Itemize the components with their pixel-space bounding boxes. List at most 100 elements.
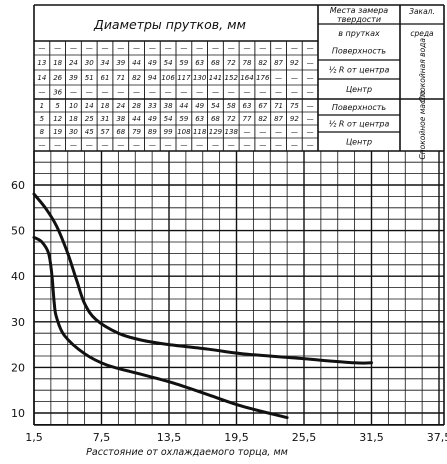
diameter-value: 108 bbox=[177, 128, 191, 136]
diameter-value: 75 bbox=[290, 102, 299, 110]
diameter-value: 33 bbox=[148, 102, 157, 110]
diameter-value: 39 bbox=[116, 59, 125, 67]
diameter-value: 164 bbox=[240, 74, 253, 82]
diameter-value: 92 bbox=[290, 115, 299, 123]
diameter-value: 45 bbox=[85, 128, 94, 136]
diameter-value: 82 bbox=[258, 59, 267, 67]
diameter-value: — bbox=[212, 89, 219, 97]
diameter-value: — bbox=[275, 141, 282, 149]
y-tick-label: 40 bbox=[11, 270, 25, 283]
diameter-value: — bbox=[275, 89, 282, 97]
x-tick-label: 13,5 bbox=[157, 431, 182, 444]
diameter-value: — bbox=[244, 141, 251, 149]
diameter-value: 30 bbox=[85, 59, 94, 67]
oil-row-label: ½ R от центра bbox=[329, 120, 390, 129]
diameter-value: 38 bbox=[164, 102, 173, 110]
diameter-value: 68 bbox=[116, 128, 125, 136]
diameter-value: — bbox=[102, 45, 109, 53]
diameter-value: 49 bbox=[195, 102, 204, 110]
diameter-value: 118 bbox=[193, 128, 207, 136]
plot-grid bbox=[33, 151, 444, 426]
diameter-value: — bbox=[165, 45, 172, 53]
diameter-value: 94 bbox=[148, 74, 157, 82]
header-diameter-values: —1314——182636—2439——3051——3461——3971——44… bbox=[37, 45, 313, 150]
diameter-value: — bbox=[54, 45, 61, 53]
diameter-value: 1 bbox=[40, 102, 44, 110]
medium-water-label: Спокойная вода bbox=[418, 38, 427, 102]
diameter-value: 54 bbox=[164, 115, 173, 123]
medium-oil-label: Спокойное масло bbox=[418, 90, 427, 159]
y-tick-label: 30 bbox=[11, 316, 25, 329]
diameter-value: 72 bbox=[227, 115, 236, 123]
diameter-value: — bbox=[259, 45, 266, 53]
diameter-value: 5 bbox=[40, 115, 45, 123]
diameter-value: — bbox=[117, 45, 124, 53]
diameter-value: — bbox=[212, 45, 219, 53]
diameter-value: — bbox=[307, 74, 314, 82]
diameter-value: — bbox=[149, 89, 156, 97]
diameter-value: — bbox=[38, 141, 45, 149]
diameter-value: — bbox=[291, 74, 298, 82]
diameter-value: 89 bbox=[148, 128, 157, 136]
diameter-value: 71 bbox=[116, 74, 125, 82]
diameter-value: 92 bbox=[290, 59, 299, 67]
diameter-value: 99 bbox=[164, 128, 173, 136]
diameter-value: 63 bbox=[195, 59, 204, 67]
diameter-value: — bbox=[165, 89, 172, 97]
diameter-value: 68 bbox=[211, 115, 220, 123]
diameter-value: — bbox=[102, 141, 109, 149]
diameter-value: 82 bbox=[132, 74, 141, 82]
diameter-value: 58 bbox=[227, 102, 236, 110]
diameter-value: — bbox=[180, 45, 187, 53]
diameter-value: — bbox=[86, 141, 93, 149]
diameter-value: — bbox=[291, 128, 298, 136]
diameter-value: 152 bbox=[225, 74, 239, 82]
diameter-value: 10 bbox=[69, 102, 78, 110]
diameter-value: — bbox=[165, 141, 172, 149]
diameter-value: — bbox=[70, 89, 77, 97]
diameter-value: 18 bbox=[69, 115, 78, 123]
diameter-value: 19 bbox=[53, 128, 62, 136]
diameter-value: 26 bbox=[53, 74, 62, 82]
diameter-value: 18 bbox=[101, 102, 110, 110]
x-tick-label: 31,5 bbox=[359, 431, 384, 444]
diameter-value: 138 bbox=[225, 128, 239, 136]
diameter-value: — bbox=[133, 89, 140, 97]
diameter-value: 77 bbox=[243, 115, 252, 123]
diameter-value: 82 bbox=[258, 115, 267, 123]
diameter-value: 5 bbox=[55, 102, 60, 110]
diameter-value: — bbox=[196, 141, 203, 149]
diameter-value: — bbox=[228, 45, 235, 53]
diameter-value: — bbox=[307, 115, 314, 123]
diameter-value: — bbox=[117, 141, 124, 149]
diameter-value: 28 bbox=[132, 102, 141, 110]
diameter-value: — bbox=[228, 89, 235, 97]
diameter-value: 141 bbox=[209, 74, 222, 82]
diameter-value: 61 bbox=[101, 74, 110, 82]
diameter-value: — bbox=[228, 141, 235, 149]
diameter-value: — bbox=[38, 45, 45, 53]
diameter-value: 63 bbox=[243, 102, 252, 110]
water-row-label: Центр bbox=[346, 85, 372, 94]
diameter-value: — bbox=[275, 74, 282, 82]
diameter-value: — bbox=[291, 45, 298, 53]
diameter-value: — bbox=[259, 141, 266, 149]
y-tick-label: 10 bbox=[11, 407, 25, 420]
diameter-value: 79 bbox=[132, 128, 141, 136]
diameter-value: 71 bbox=[274, 102, 283, 110]
diameter-value: — bbox=[86, 89, 93, 97]
diameter-value: 12 bbox=[53, 115, 62, 123]
diameter-value: — bbox=[180, 89, 187, 97]
diameter-value: 14 bbox=[37, 74, 46, 82]
diameter-value: — bbox=[180, 141, 187, 149]
diameter-value: 72 bbox=[227, 59, 236, 67]
diameter-value: — bbox=[307, 102, 314, 110]
diameter-value: 49 bbox=[148, 59, 157, 67]
diameter-value: — bbox=[54, 141, 61, 149]
diameter-value: — bbox=[244, 128, 251, 136]
medium-label-line1: Закал. bbox=[409, 7, 435, 16]
diameter-value: 67 bbox=[258, 102, 267, 110]
places-label-line3: в прутках bbox=[338, 29, 380, 38]
